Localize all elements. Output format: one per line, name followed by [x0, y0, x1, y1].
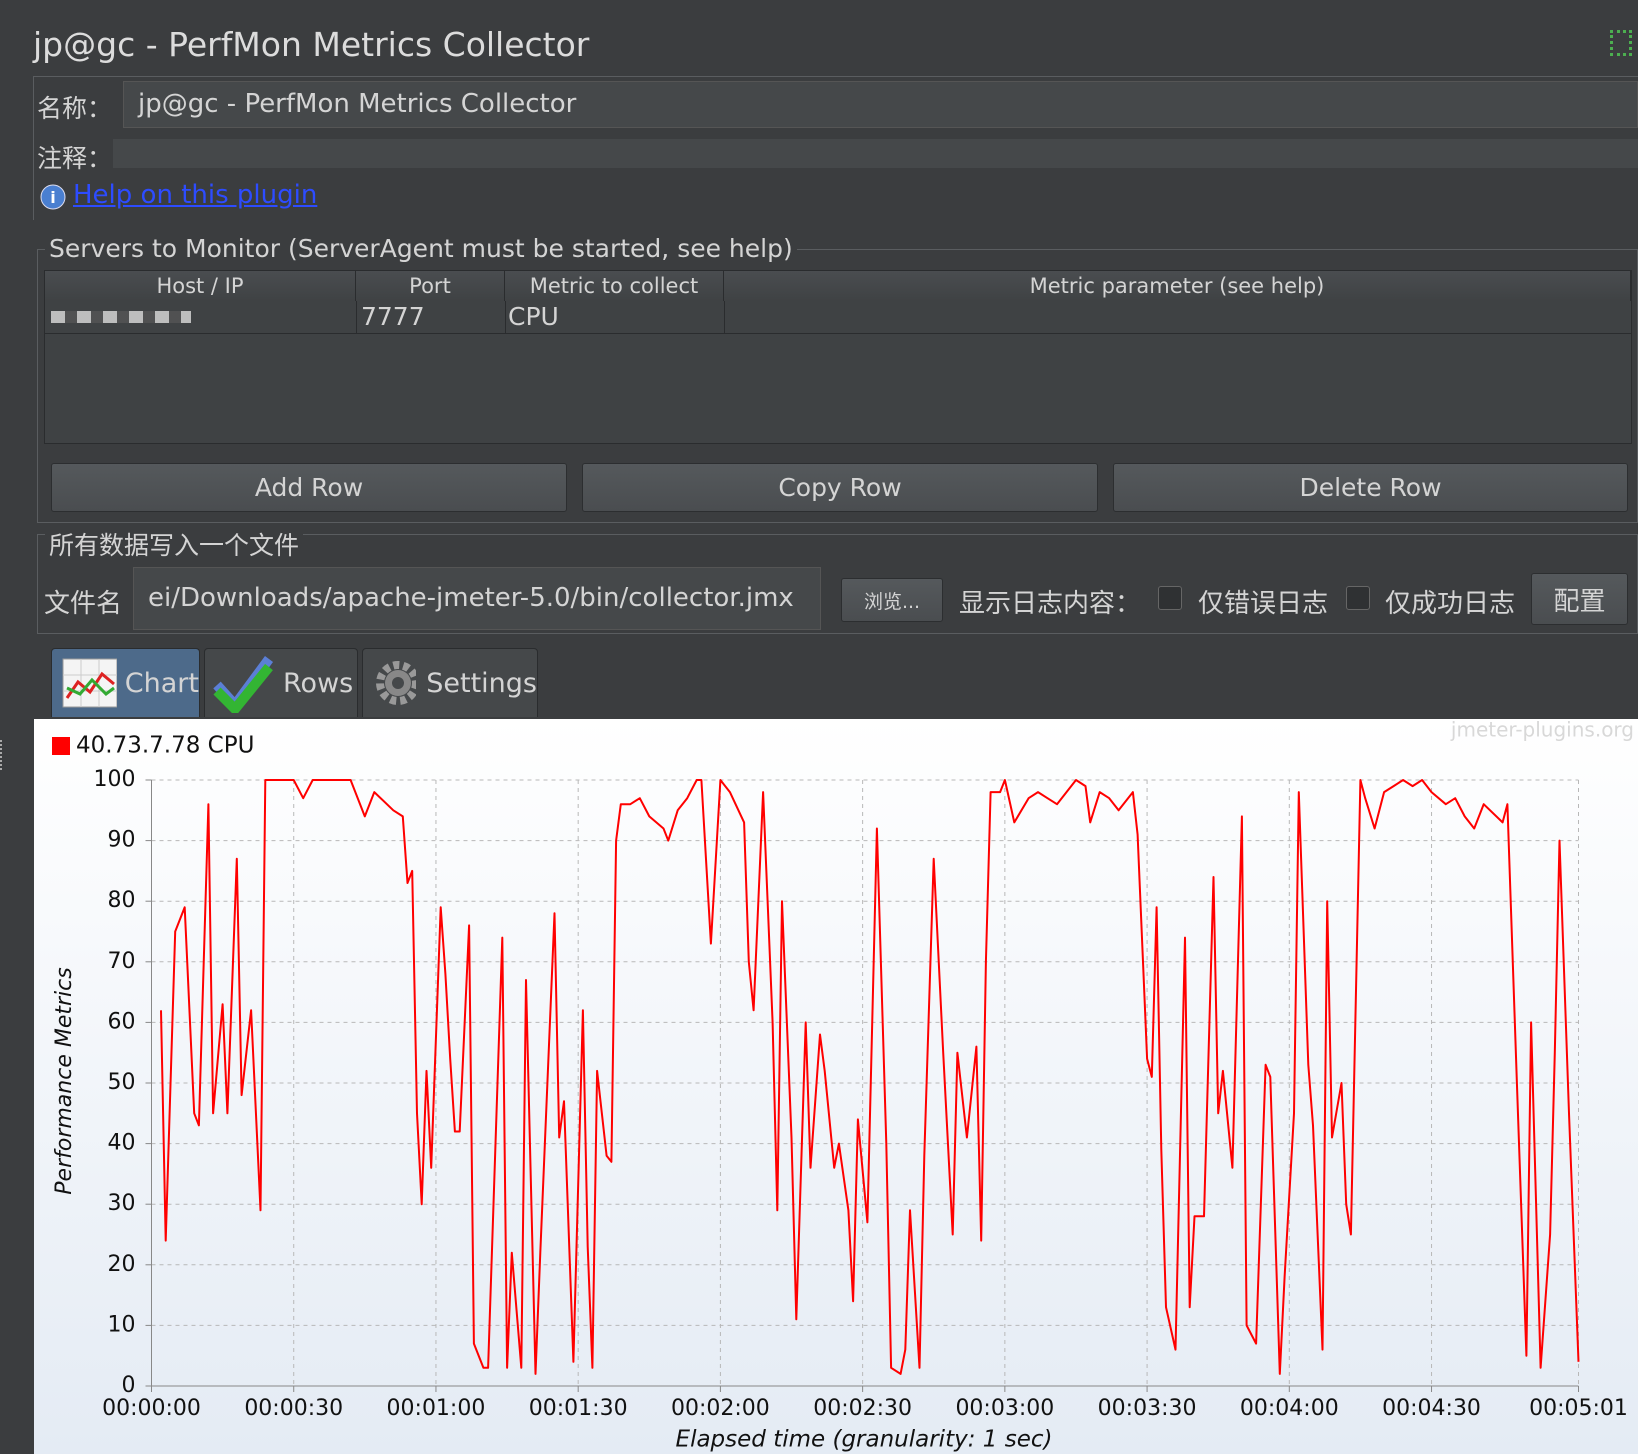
y-tick-label: 60 [108, 1009, 136, 1034]
legend-swatch [52, 737, 70, 755]
chart-background [34, 719, 1638, 1454]
y-tick-label: 90 [108, 828, 136, 853]
delete-row-button[interactable]: Delete Row [1113, 463, 1628, 512]
x-tick-label: 00:01:30 [529, 1396, 628, 1421]
x-axis-title: Elapsed time (granularity: 1 sec) [676, 1427, 1053, 1453]
splitter[interactable] [0, 740, 8, 770]
port-cell: 7777 [361, 302, 425, 331]
column-header[interactable]: Metric to collect [505, 271, 724, 301]
x-tick-label: 00:00:00 [102, 1396, 201, 1421]
window-title: jp@gc - PerfMon Metrics Collector [33, 25, 590, 64]
add-row-button[interactable]: Add Row [51, 463, 567, 512]
chart: jmeter-plugins.org Elapsed time (granula… [34, 719, 1638, 1454]
file-title: 所有数据写入一个文件 [45, 531, 304, 561]
tab-label: Rows [283, 667, 354, 699]
settings-tab[interactable]: Settings [362, 648, 538, 717]
rows-tab-icon [213, 656, 274, 713]
column-header[interactable]: Port [356, 271, 505, 301]
metric-cell: CPU [508, 302, 559, 331]
cell-border [356, 301, 357, 333]
y-tick-label: 0 [122, 1373, 136, 1398]
comment-label: 注释： [37, 144, 113, 173]
log-label: 显示日志内容： [959, 589, 1142, 619]
form-panel [33, 76, 1638, 220]
settings-tab-icon [376, 661, 417, 705]
copy-row-button[interactable]: Copy Row [582, 463, 1098, 512]
y-tick-label: 80 [108, 888, 136, 913]
tab-label: Settings [426, 667, 537, 699]
errors-label: 仅错误日志 [1198, 589, 1329, 619]
y-axis-title: Performance Metrics [52, 967, 77, 1194]
servers-table: Host / IP Port Metric to collect Metric … [44, 270, 1632, 444]
servers-title: Servers to Monitor (ServerAgent must be … [45, 234, 797, 264]
cell-border [505, 301, 506, 333]
chart-tab-icon [62, 658, 117, 708]
y-tick-label: 40 [108, 1131, 136, 1156]
y-tick-label: 50 [108, 1070, 136, 1095]
name-label: 名称： [37, 94, 113, 123]
y-tick-label: 30 [108, 1191, 136, 1216]
x-tick-label: 00:00:30 [244, 1396, 343, 1421]
table-row[interactable] [45, 301, 1631, 334]
column-header[interactable]: Metric parameter (see help) [724, 271, 1631, 301]
rows-tab[interactable]: Rows [204, 648, 358, 717]
y-tick-label: 100 [94, 767, 136, 792]
y-tick-label: 70 [108, 949, 136, 974]
watermark: jmeter-plugins.org [1450, 719, 1634, 742]
x-tick-label: 00:05:01 [1529, 1396, 1628, 1421]
errors-checkbox[interactable] [1158, 586, 1182, 610]
configure-button[interactable]: 配置 [1531, 573, 1628, 625]
filename-input[interactable]: ei/Downloads/apache-jmeter-5.0/bin/colle… [133, 567, 821, 630]
x-tick-label: 00:01:00 [387, 1396, 486, 1421]
host-obscured [51, 311, 191, 323]
tab-label: Chart [124, 667, 199, 699]
help-link[interactable]: Help on this plugin [73, 180, 318, 210]
column-header[interactable]: Host / IP [45, 271, 356, 301]
comment-input[interactable] [113, 139, 1638, 168]
name-input[interactable]: jp@gc - PerfMon Metrics Collector [123, 81, 1638, 128]
legend-label: 40.73.7.78 CPU [76, 733, 254, 759]
filename-label: 文件名 [44, 589, 123, 619]
success-label: 仅成功日志 [1385, 589, 1516, 619]
x-tick-label: 00:04:30 [1382, 1396, 1481, 1421]
expand-icon[interactable] [1610, 30, 1632, 56]
success-checkbox[interactable] [1346, 586, 1370, 610]
y-tick-label: 10 [108, 1312, 136, 1337]
y-tick-label: 20 [108, 1252, 136, 1277]
chart-tab[interactable]: Chart [51, 648, 200, 717]
svg-text:i: i [50, 188, 55, 207]
x-tick-label: 00:03:30 [1098, 1396, 1197, 1421]
x-tick-label: 00:03:00 [955, 1396, 1054, 1421]
browse-button[interactable]: 浏览... [841, 578, 943, 622]
cell-border [724, 301, 725, 333]
x-tick-label: 00:02:00 [671, 1396, 770, 1421]
data-line [160, 779, 1580, 1375]
info-icon: i [40, 184, 66, 210]
x-tick-label: 00:02:30 [813, 1396, 912, 1421]
x-tick-label: 00:04:00 [1240, 1396, 1339, 1421]
